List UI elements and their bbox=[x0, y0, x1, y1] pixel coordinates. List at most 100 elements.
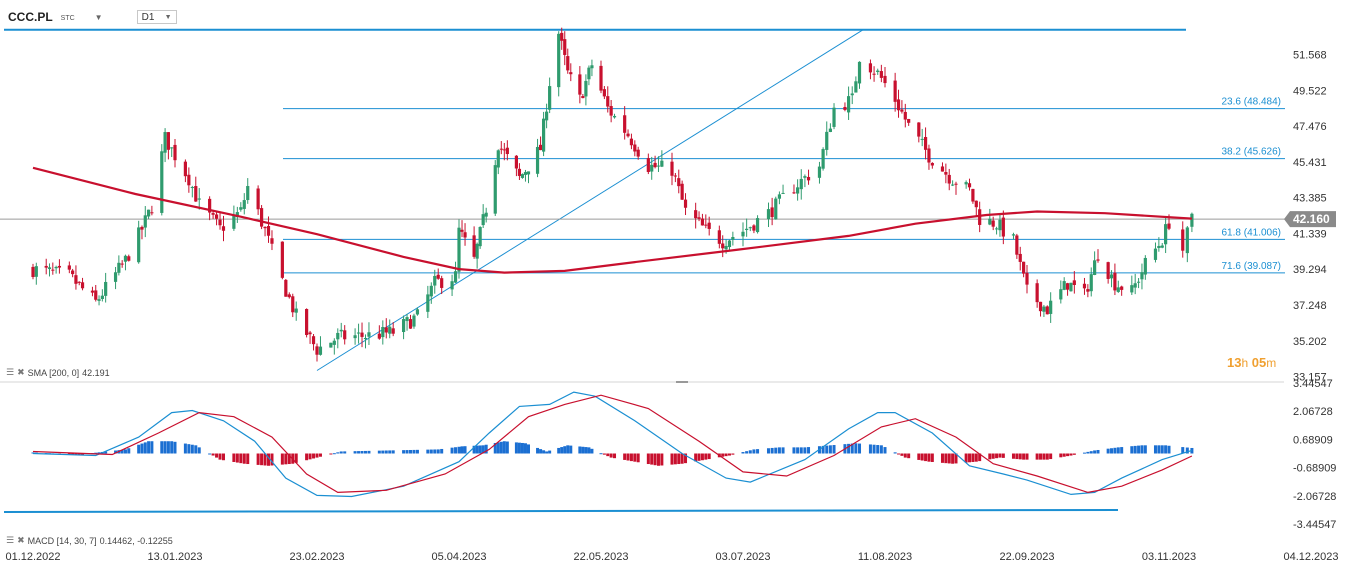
candle-body bbox=[1185, 227, 1189, 254]
macd-histogram-bar bbox=[1049, 453, 1053, 460]
candle-body bbox=[876, 70, 880, 73]
macd-histogram-bar bbox=[246, 453, 250, 465]
macd-histogram-bar bbox=[256, 453, 260, 465]
date-axis-tick: 22.05.2023 bbox=[573, 551, 628, 563]
macd-signal-line bbox=[32, 394, 1193, 494]
macd-histogram-bar bbox=[1022, 453, 1026, 460]
candle-body bbox=[137, 227, 141, 263]
candle-body bbox=[1089, 274, 1093, 292]
macd-histogram-bar bbox=[879, 445, 883, 454]
close-icon[interactable]: ✖ bbox=[17, 535, 25, 545]
macd-histogram-bar bbox=[429, 449, 433, 454]
countdown-hours: 13 bbox=[1227, 355, 1242, 370]
macd-histogram-bar bbox=[284, 453, 288, 465]
macd-histogram-bar bbox=[97, 452, 101, 454]
settings-icon[interactable]: ☰ bbox=[6, 367, 15, 377]
macd-histogram-bar bbox=[673, 453, 677, 465]
candle-body bbox=[971, 188, 975, 202]
macd-histogram-bar bbox=[235, 453, 239, 463]
candle-body bbox=[514, 155, 519, 169]
price-axis-tick: 37.248 bbox=[1293, 300, 1327, 312]
macd-histogram-group bbox=[31, 441, 1194, 466]
candle-body bbox=[123, 255, 128, 262]
candle-body bbox=[426, 294, 430, 312]
macd-histogram-bar bbox=[173, 441, 177, 454]
settings-icon[interactable]: ☰ bbox=[6, 535, 15, 545]
date-axis-tick: 01.12.2022 bbox=[5, 551, 60, 563]
candle-body bbox=[843, 106, 847, 110]
macd-histogram-bar bbox=[766, 448, 770, 454]
macd-histogram-bar bbox=[998, 453, 1002, 458]
macd-histogram-bar bbox=[1015, 453, 1019, 460]
macd-histogram-bar bbox=[707, 453, 711, 460]
candle-body bbox=[1065, 283, 1070, 290]
macd-histogram-bar bbox=[650, 453, 654, 465]
macd-histogram-bar bbox=[127, 448, 131, 454]
candle-body bbox=[781, 192, 785, 194]
candle-body bbox=[609, 106, 613, 116]
macd-histogram-bar bbox=[633, 453, 637, 462]
macd-histogram-bar bbox=[557, 447, 561, 454]
macd-histogram-bar bbox=[700, 453, 704, 461]
timeframe-select[interactable]: D1 ▼ bbox=[136, 10, 177, 24]
macd-histogram-bar bbox=[545, 451, 549, 454]
candle-body bbox=[974, 200, 978, 208]
macd-histogram-bar bbox=[724, 453, 728, 457]
candle-body bbox=[846, 96, 851, 113]
candle-body bbox=[329, 342, 333, 348]
price-axis-tick: 45.431 bbox=[1293, 157, 1327, 169]
macd-histogram-bar bbox=[893, 452, 897, 454]
macd-histogram-bar bbox=[951, 453, 955, 464]
price-axis-tick: 47.476 bbox=[1293, 121, 1327, 133]
countdown-hours-unit: h bbox=[1241, 356, 1249, 370]
macd-histogram-bar bbox=[850, 443, 854, 454]
macd-histogram-bar bbox=[384, 450, 388, 454]
candle-body bbox=[1045, 306, 1049, 315]
macd-axis-tick: -3.44547 bbox=[1293, 519, 1336, 531]
candle-body bbox=[388, 326, 392, 334]
macd-histogram-bar bbox=[613, 453, 617, 459]
candle-body bbox=[284, 279, 288, 297]
candle-body bbox=[828, 128, 832, 132]
candle-body bbox=[44, 265, 48, 268]
macd-histogram-bar bbox=[329, 453, 333, 455]
macd-histogram-bar bbox=[215, 453, 219, 458]
macd-histogram-bar bbox=[825, 445, 829, 454]
candle-body bbox=[917, 122, 921, 137]
macd-histogram-bar bbox=[440, 448, 444, 454]
candle-body bbox=[377, 333, 381, 339]
candle-body bbox=[1133, 283, 1137, 288]
macd-histogram-bar bbox=[472, 445, 476, 454]
candle-body bbox=[339, 329, 343, 332]
candle-body bbox=[1120, 286, 1124, 290]
macd-histogram-bar bbox=[920, 453, 924, 461]
macd-histogram-bar bbox=[336, 452, 340, 454]
candle-body bbox=[700, 218, 705, 226]
candle-body bbox=[360, 332, 364, 337]
macd-histogram-bar bbox=[756, 449, 760, 454]
candle-body bbox=[51, 269, 55, 271]
macd-histogram-bar bbox=[991, 453, 995, 459]
macd-histogram-bar bbox=[907, 453, 911, 459]
candle-body bbox=[523, 172, 528, 175]
price-axis-tick: 43.385 bbox=[1293, 193, 1327, 205]
candle-body bbox=[1190, 213, 1194, 227]
macd-histogram-bar bbox=[457, 446, 461, 454]
macd-histogram-bar bbox=[883, 447, 887, 454]
candle-body bbox=[363, 337, 368, 340]
macd-histogram-bar bbox=[1164, 445, 1168, 454]
macd-histogram-bar bbox=[721, 453, 725, 457]
candle-body bbox=[143, 215, 147, 228]
candle-body bbox=[367, 332, 371, 337]
macd-histogram-bar bbox=[478, 445, 482, 454]
candle-body bbox=[923, 137, 928, 150]
macd-histogram-bar bbox=[748, 450, 752, 454]
candle-body bbox=[80, 282, 85, 289]
macd-histogram-bar bbox=[1001, 453, 1005, 458]
symbol-dropdown-icon[interactable]: ▼ bbox=[94, 12, 103, 22]
macd-histogram-bar bbox=[974, 453, 978, 462]
macd-histogram-bar bbox=[287, 453, 291, 465]
close-icon[interactable]: ✖ bbox=[17, 367, 25, 377]
macd-histogram-bar bbox=[599, 453, 603, 455]
